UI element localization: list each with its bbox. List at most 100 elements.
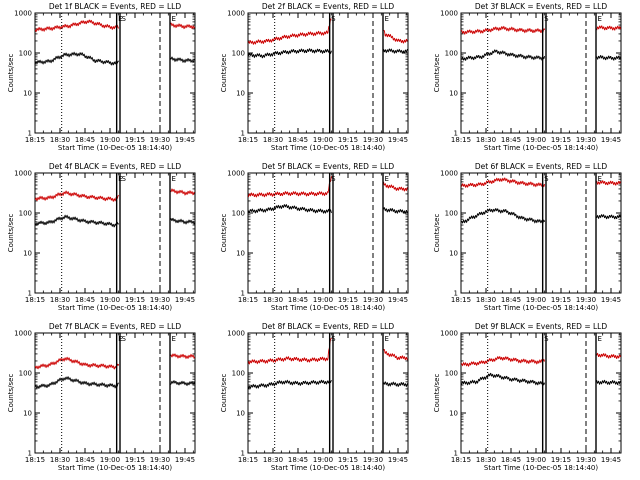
series-line-lld-after (383, 348, 408, 361)
x-tick-label: 19:15 (338, 136, 358, 144)
y-tick-label: 100 (445, 210, 458, 218)
chart-title: Det 2f BLACK = Events, RED = LLD (262, 2, 395, 11)
y-tick-label: 100 (19, 210, 32, 218)
x-tick-label: 19:45 (601, 296, 621, 304)
x-tick-label: 19:15 (551, 456, 571, 464)
series-line-lld-after (170, 188, 195, 196)
x-tick-label: 18:15 (238, 456, 258, 464)
y-tick-label: 1 (454, 450, 458, 458)
y-tick-label: 1000 (14, 330, 32, 338)
marker-label: E (172, 335, 176, 343)
plot-frame (34, 12, 196, 134)
y-tick-label: 1000 (440, 10, 458, 18)
x-tick-label: 19:00 (313, 456, 333, 464)
x-tick-label: 19:00 (526, 456, 546, 464)
y-tick-label: 100 (445, 370, 458, 378)
x-tick-label: 19:45 (175, 296, 195, 304)
plot-frame (460, 332, 622, 454)
y-tick-label: 100 (19, 370, 32, 378)
series-line-events-after (596, 379, 621, 386)
x-tick-label: 19:30 (150, 456, 170, 464)
chart-panel: Det 1f BLACK = Events, RED = LLD 1 10 100 10… (7, 2, 196, 152)
x-axis-label: Start Time (10-Dec-05 18:14:40) (484, 464, 598, 472)
chart-title: Det 5f BLACK = Events, RED = LLD (262, 162, 395, 171)
y-axis-label: Counts/sec (433, 214, 441, 253)
chart-title: Det 7f BLACK = Events, RED = LLD (49, 322, 182, 331)
chart-title: Det 3f BLACK = Events, RED = LLD (475, 2, 608, 11)
plot-frame (247, 332, 409, 454)
marker-label: E (598, 335, 602, 343)
series-line-events-before (247, 48, 332, 59)
x-tick-label: 18:15 (451, 136, 471, 144)
x-tick-label: 19:00 (100, 136, 120, 144)
plot-frame (247, 172, 409, 294)
x-tick-label: 19:45 (601, 456, 621, 464)
series-line-events-before (34, 376, 119, 389)
x-tick-label: 19:15 (551, 136, 571, 144)
x-tick-label: 18:30 (50, 136, 70, 144)
series-line-lld-before (248, 18, 332, 45)
x-tick-label: 18:45 (501, 136, 521, 144)
x-axis-label: Start Time (10-Dec-05 18:14:40) (484, 144, 598, 152)
x-tick-label: 19:45 (175, 456, 195, 464)
x-tick-label: 18:15 (451, 296, 471, 304)
series-line-lld-before (460, 177, 546, 188)
x-tick-label: 18:45 (501, 456, 521, 464)
series-line-lld-before (460, 25, 546, 35)
y-tick-label: 1000 (14, 10, 32, 18)
x-tick-label: 19:00 (313, 296, 333, 304)
x-axis-label: Start Time (10-Dec-05 18:14:40) (484, 304, 598, 312)
chart-title: Det 8f BLACK = Events, RED = LLD (262, 322, 395, 331)
y-axis-label: Counts/sec (433, 374, 441, 413)
marker-label: E (172, 15, 176, 23)
y-tick-label: 1000 (227, 10, 245, 18)
y-tick-label: 1000 (227, 170, 245, 178)
y-tick-label: 1 (28, 130, 32, 138)
x-axis-label: Start Time (10-Dec-05 18:14:40) (271, 144, 385, 152)
series-line-events-after (170, 56, 195, 64)
y-tick-label: 10 (449, 90, 458, 98)
y-tick-label: 100 (232, 210, 245, 218)
plot-frame (34, 172, 196, 294)
series-line-events-before (34, 214, 120, 228)
plot-frame (460, 12, 622, 134)
series-line-lld-before (34, 356, 120, 370)
chart-panel: Det 7f BLACK = Events, RED = LLD 1 10 100 10… (7, 322, 196, 472)
series-line-lld-before (247, 337, 332, 365)
series-line-events-before (460, 208, 546, 224)
x-tick-label: 18:30 (263, 296, 283, 304)
series-line-lld-after (170, 353, 195, 360)
x-tick-label: 18:45 (75, 456, 95, 464)
x-tick-label: 18:30 (476, 456, 496, 464)
y-tick-label: 100 (232, 50, 245, 58)
y-tick-label: 1 (28, 450, 32, 458)
x-tick-label: 19:00 (526, 296, 546, 304)
x-tick-label: 19:45 (601, 136, 621, 144)
x-tick-label: 19:00 (526, 136, 546, 144)
x-tick-label: 19:30 (576, 136, 596, 144)
x-tick-label: 18:45 (288, 136, 308, 144)
series-line-events-before (461, 372, 546, 386)
x-tick-label: 18:15 (451, 456, 471, 464)
series-line-events-after (170, 380, 195, 387)
series-line-lld-after (596, 180, 621, 186)
chart-title: Det 4f BLACK = Events, RED = LLD (49, 162, 182, 171)
y-axis-label: Counts/sec (433, 54, 441, 93)
series-line-lld-after (170, 22, 195, 30)
x-tick-label: 19:15 (338, 296, 358, 304)
y-tick-label: 10 (23, 410, 32, 418)
y-tick-label: 1000 (227, 330, 245, 338)
y-tick-label: 10 (236, 250, 245, 258)
series-line-events-after (383, 381, 408, 388)
chart-title: Det 6f BLACK = Events, RED = LLD (475, 162, 608, 171)
plot-frame (34, 332, 196, 454)
marker-label: E (385, 15, 389, 23)
x-tick-label: 19:30 (576, 456, 596, 464)
x-tick-label: 19:15 (551, 296, 571, 304)
x-tick-label: 18:30 (263, 456, 283, 464)
marker-label: E (385, 175, 389, 183)
y-axis-label: Counts/sec (220, 54, 228, 93)
x-axis-label: Start Time (10-Dec-05 18:14:40) (271, 464, 385, 472)
chart-panel: Det 5f BLACK = Events, RED = LLD 1 10 100 10… (220, 162, 409, 312)
x-tick-label: 19:45 (388, 456, 408, 464)
